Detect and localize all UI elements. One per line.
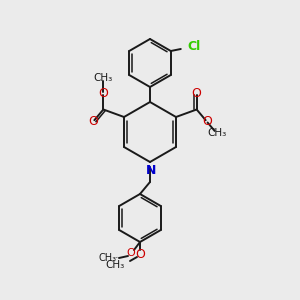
Text: methyl: methyl	[116, 257, 121, 258]
Text: CH₃: CH₃	[106, 260, 125, 270]
Text: CH₃: CH₃	[99, 253, 117, 263]
Text: O: O	[135, 248, 145, 260]
Text: CH₃: CH₃	[94, 74, 113, 83]
Text: O: O	[98, 87, 108, 100]
Text: O: O	[192, 87, 202, 100]
Text: Cl: Cl	[188, 40, 201, 53]
Text: O: O	[88, 115, 98, 128]
Text: O: O	[202, 115, 212, 128]
Text: CH₃: CH₃	[207, 128, 226, 138]
Text: N: N	[146, 164, 156, 177]
Text: O: O	[127, 248, 135, 258]
